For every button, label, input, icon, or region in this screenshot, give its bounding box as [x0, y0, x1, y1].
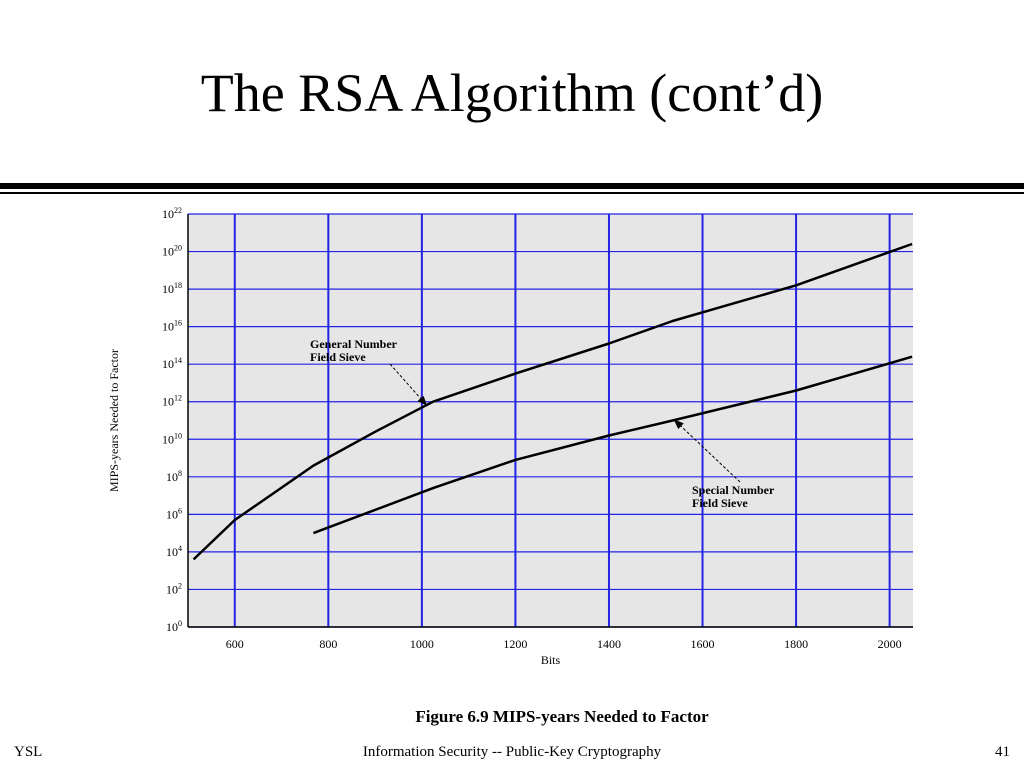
x-tick-label: 1000	[410, 637, 434, 651]
x-tick-label: 1400	[597, 637, 621, 651]
y-tick-label: 1016	[162, 319, 182, 334]
annotation-label-1: General Number	[310, 337, 398, 351]
y-tick-label: 1012	[162, 394, 182, 409]
footer-author: YSL	[14, 744, 43, 760]
annotation-arrow-1	[389, 363, 428, 406]
x-tick-label: 1600	[691, 637, 715, 651]
x-tick-labels: 600 800 1000 1200 1400 1600 1800 2000	[226, 637, 902, 651]
y-tick-label: 1022	[162, 206, 182, 221]
figure-caption: Figure 6.9 MIPS-years Needed to Factor	[415, 707, 709, 726]
annotation-arrow-2	[673, 419, 741, 483]
x-tick-label: 2000	[878, 637, 902, 651]
grid	[187, 213, 913, 628]
y-tick-label: 1014	[162, 356, 182, 371]
footer-course-title: Information Security -- Public-Key Crypt…	[362, 744, 662, 760]
y-tick-label: 100	[166, 619, 182, 634]
y-tick-label: 102	[166, 581, 182, 596]
series-layer	[192, 242, 913, 561]
annotation-label-1: Field Sieve	[310, 350, 366, 364]
x-tick-label: 1200	[503, 637, 527, 651]
y-tick-label: 108	[166, 469, 182, 484]
plot-background	[188, 214, 913, 627]
y-axis-label: MIPS-years Needed to Factor	[107, 349, 121, 492]
x-tick-label: 800	[319, 637, 337, 651]
y-tick-label: 1020	[162, 244, 182, 259]
x-axis-label: Bits	[541, 653, 561, 667]
footer-page-number: 41	[995, 744, 1010, 760]
y-tick-labels: 100 102 104 106 108 1010 1012 1014 1016 1018 1020 1…	[162, 206, 182, 634]
title-rule-thick	[0, 183, 1024, 189]
series-line-1	[192, 242, 913, 561]
y-tick-label: 104	[166, 544, 182, 559]
x-tick-label: 1800	[784, 637, 808, 651]
y-tick-label: 1018	[162, 281, 182, 296]
series-line-2	[312, 355, 913, 535]
y-tick-label: 106	[166, 506, 182, 521]
title-rule-thin	[0, 192, 1024, 194]
slide-title: The RSA Algorithm (cont’d)	[200, 63, 824, 123]
annotation-label-2: Special Number	[692, 483, 775, 497]
y-tick-label: 1010	[162, 431, 182, 446]
annotation-label-2: Field Sieve	[692, 496, 748, 510]
x-tick-label: 600	[226, 637, 244, 651]
